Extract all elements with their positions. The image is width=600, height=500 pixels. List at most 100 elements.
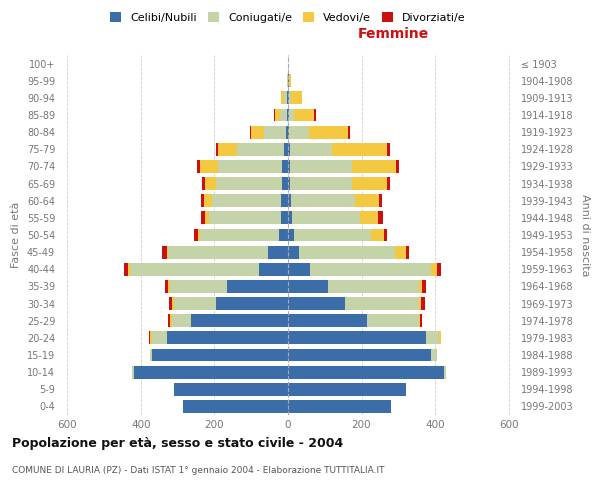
- Bar: [200, 160, 218, 173]
- Bar: [431, 348, 437, 362]
- Bar: [431, 263, 437, 276]
- Bar: [250, 126, 251, 138]
- Bar: [251, 126, 264, 138]
- Bar: [314, 108, 316, 122]
- Bar: [165, 280, 169, 293]
- Bar: [421, 297, 425, 310]
- Bar: [191, 314, 288, 327]
- Bar: [124, 263, 128, 276]
- Bar: [288, 366, 444, 378]
- Bar: [289, 74, 292, 87]
- Bar: [284, 92, 287, 104]
- Bar: [152, 332, 167, 344]
- Bar: [216, 297, 288, 310]
- Bar: [387, 143, 390, 156]
- Bar: [216, 177, 283, 190]
- Bar: [170, 314, 172, 327]
- Bar: [289, 126, 310, 138]
- Bar: [345, 297, 419, 310]
- Bar: [288, 332, 426, 344]
- Bar: [310, 126, 348, 138]
- Bar: [288, 108, 289, 122]
- Bar: [268, 246, 288, 258]
- Bar: [379, 194, 382, 207]
- Bar: [328, 280, 419, 293]
- Bar: [371, 228, 383, 241]
- Bar: [348, 126, 350, 138]
- Bar: [281, 212, 288, 224]
- Bar: [437, 263, 442, 276]
- Bar: [287, 108, 288, 122]
- Y-axis label: Fasce di età: Fasce di età: [11, 202, 21, 268]
- Bar: [150, 348, 152, 362]
- Bar: [169, 280, 170, 293]
- Bar: [274, 108, 275, 122]
- Bar: [352, 177, 387, 190]
- Bar: [205, 212, 209, 224]
- Bar: [367, 314, 419, 327]
- Bar: [290, 160, 352, 173]
- Bar: [174, 383, 288, 396]
- Bar: [172, 297, 174, 310]
- Bar: [290, 143, 332, 156]
- Bar: [288, 246, 299, 258]
- Bar: [204, 194, 212, 207]
- Bar: [288, 314, 367, 327]
- Bar: [288, 160, 290, 173]
- Bar: [130, 263, 259, 276]
- Bar: [419, 314, 421, 327]
- Bar: [288, 297, 345, 310]
- Bar: [383, 228, 387, 241]
- Bar: [288, 263, 310, 276]
- Bar: [291, 194, 355, 207]
- Bar: [287, 74, 288, 87]
- Bar: [292, 212, 360, 224]
- Bar: [259, 263, 288, 276]
- Bar: [202, 177, 205, 190]
- Bar: [299, 246, 395, 258]
- Bar: [288, 348, 431, 362]
- Bar: [387, 177, 390, 190]
- Bar: [289, 108, 294, 122]
- Bar: [183, 400, 288, 413]
- Bar: [198, 228, 200, 241]
- Bar: [201, 212, 205, 224]
- Bar: [290, 177, 352, 190]
- Bar: [150, 332, 152, 344]
- Bar: [169, 314, 170, 327]
- Bar: [134, 366, 288, 378]
- Bar: [170, 280, 227, 293]
- Bar: [149, 332, 150, 344]
- Text: Popolazione per età, sesso e stato civile - 2004: Popolazione per età, sesso e stato civil…: [12, 438, 343, 450]
- Y-axis label: Anni di nascita: Anni di nascita: [580, 194, 590, 276]
- Bar: [200, 228, 279, 241]
- Bar: [288, 194, 291, 207]
- Bar: [426, 332, 439, 344]
- Bar: [167, 246, 169, 258]
- Bar: [279, 228, 288, 241]
- Bar: [360, 212, 378, 224]
- Bar: [288, 400, 391, 413]
- Bar: [352, 160, 397, 173]
- Bar: [288, 383, 406, 396]
- Bar: [205, 177, 216, 190]
- Bar: [264, 126, 286, 138]
- Bar: [439, 332, 440, 344]
- Text: Femmine: Femmine: [357, 26, 428, 40]
- Bar: [310, 263, 431, 276]
- Bar: [284, 143, 288, 156]
- Bar: [286, 126, 288, 138]
- Bar: [281, 194, 288, 207]
- Bar: [218, 160, 283, 173]
- Legend: Celibi/Nubili, Coniugati/e, Vedovi/e, Divorziati/e: Celibi/Nubili, Coniugati/e, Vedovi/e, Di…: [106, 8, 470, 28]
- Bar: [162, 246, 167, 258]
- Bar: [280, 108, 287, 122]
- Bar: [275, 108, 280, 122]
- Bar: [378, 212, 383, 224]
- Bar: [355, 194, 379, 207]
- Bar: [281, 92, 284, 104]
- Bar: [174, 297, 216, 310]
- Bar: [419, 297, 421, 310]
- Bar: [288, 228, 293, 241]
- Bar: [132, 366, 134, 378]
